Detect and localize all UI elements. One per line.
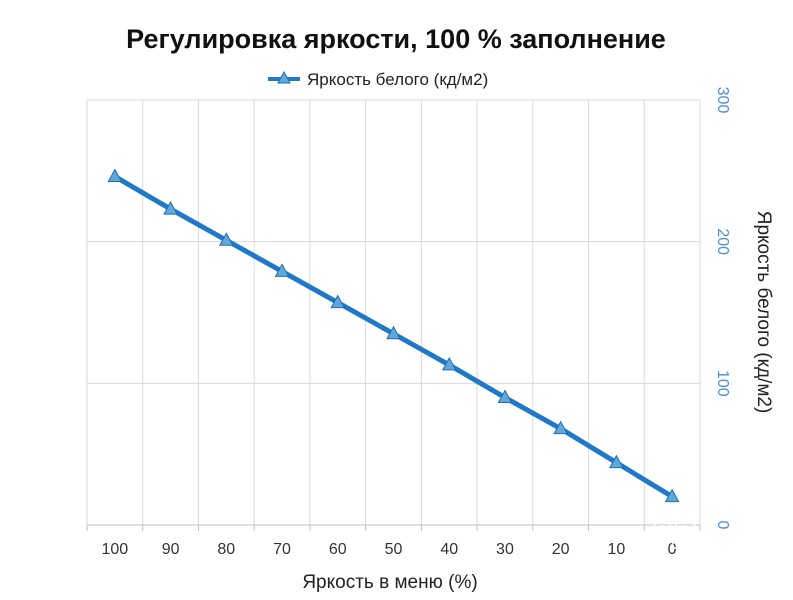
chart-title: Регулировка яркости, 100 % заполнение (126, 24, 666, 54)
data-point (664, 488, 680, 503)
legend-marker (277, 70, 291, 84)
x-tick-label: 60 (329, 541, 347, 558)
data-point (609, 454, 624, 469)
x-tick-label: 20 (552, 541, 570, 558)
watermark-news: NEWS (712, 533, 764, 552)
watermark-brand: 3D (650, 515, 699, 557)
legend: Яркость белого (кд/м2) (268, 70, 488, 89)
grid (86, 99, 701, 531)
y-tick-label: 200 (714, 228, 731, 255)
series-group (107, 168, 680, 503)
data-point (497, 389, 513, 403)
data-point (330, 294, 346, 309)
x-tick-label: 10 (608, 541, 626, 558)
data-point (386, 325, 401, 340)
data-point (441, 356, 457, 371)
y-tick-labels: 0 100 200 300 (714, 87, 731, 530)
x-axis-title: Яркость в меню (%) (302, 572, 477, 593)
y-tick-label: 300 (714, 87, 731, 114)
data-point (107, 168, 123, 182)
legend-label: Яркость белого (кд/м2) (307, 70, 488, 89)
y-axis-title: Яркость белого (кд/м2) (753, 211, 774, 414)
data-point (274, 263, 290, 277)
data-point (553, 420, 569, 435)
watermark-logo: 3D NEWS Daily Digital Digest (649, 514, 764, 566)
watermark-tagline: Daily Digital Digest (652, 554, 753, 566)
x-tick-labels: 100 90 80 70 60 50 40 30 20 10 0 (102, 541, 677, 558)
x-tick-label: 70 (273, 541, 291, 558)
x-tick-label: 100 (102, 541, 129, 558)
data-point (163, 201, 178, 215)
x-tick-label: 50 (385, 541, 403, 558)
y-tick-label: 100 (714, 370, 731, 397)
x-tick-label: 80 (217, 541, 235, 558)
x-tick-label: 40 (440, 541, 458, 558)
x-tick-label: 30 (496, 541, 514, 558)
x-tick-label: 0 (668, 541, 677, 558)
y-tick-label: 0 (714, 521, 731, 530)
data-point (218, 232, 234, 246)
x-tick-label: 90 (162, 541, 180, 558)
